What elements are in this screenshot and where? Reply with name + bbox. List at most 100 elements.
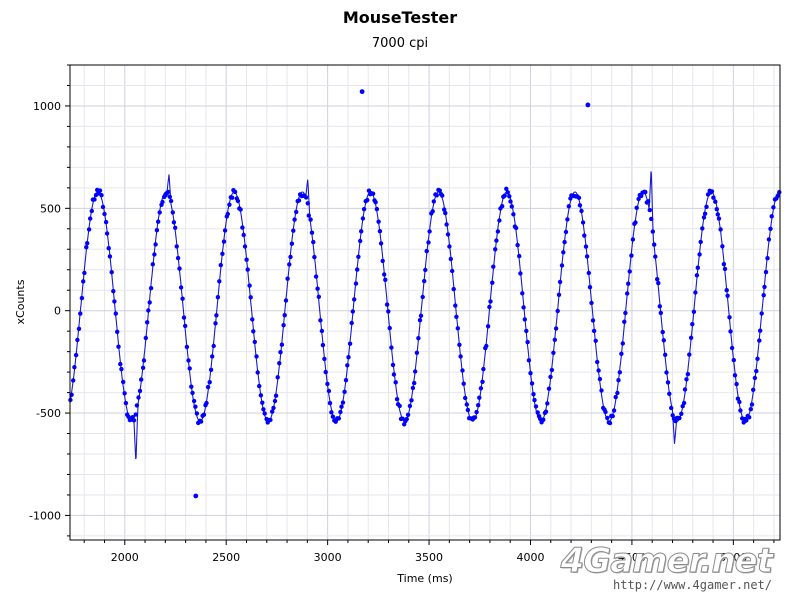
data-point bbox=[589, 300, 594, 306]
data-point bbox=[646, 199, 651, 204]
data-point bbox=[220, 251, 225, 256]
outlier-point bbox=[585, 102, 591, 108]
data-point bbox=[751, 387, 756, 392]
data-point bbox=[517, 253, 522, 259]
data-point bbox=[711, 195, 716, 200]
data-point bbox=[562, 239, 567, 245]
data-point bbox=[312, 254, 317, 260]
data-point bbox=[647, 207, 652, 213]
y-axis-title: xCounts bbox=[14, 279, 27, 324]
data-point bbox=[289, 241, 295, 246]
data-point bbox=[586, 270, 591, 276]
data-point bbox=[497, 218, 502, 223]
data-point bbox=[327, 400, 333, 406]
data-point bbox=[222, 228, 228, 233]
data-point bbox=[400, 416, 405, 421]
data-point bbox=[365, 197, 370, 203]
data-point bbox=[329, 410, 334, 415]
data-point bbox=[748, 407, 753, 412]
data-point bbox=[557, 279, 563, 285]
data-point bbox=[133, 412, 138, 417]
data-point bbox=[258, 393, 264, 398]
x-tick-label: 3000 bbox=[314, 551, 342, 564]
data-point bbox=[485, 324, 491, 329]
data-point bbox=[727, 315, 732, 320]
data-point bbox=[636, 196, 641, 202]
data-point bbox=[533, 404, 539, 409]
data-point bbox=[679, 411, 684, 416]
data-point bbox=[448, 256, 453, 262]
data-point bbox=[405, 412, 411, 417]
chart-title: MouseTester bbox=[342, 8, 458, 27]
data-point bbox=[762, 284, 767, 290]
data-point bbox=[154, 228, 160, 233]
data-point bbox=[714, 207, 719, 212]
data-point bbox=[81, 279, 86, 284]
data-point bbox=[107, 254, 113, 259]
data-point bbox=[355, 267, 360, 272]
data-point bbox=[252, 339, 257, 345]
data-point bbox=[260, 400, 265, 405]
data-point bbox=[511, 212, 516, 217]
data-point bbox=[520, 291, 525, 296]
data-point bbox=[619, 351, 624, 356]
data-point bbox=[194, 411, 200, 416]
data-point bbox=[720, 244, 725, 249]
x-tick-label: 2000 bbox=[111, 551, 139, 564]
data-point bbox=[146, 308, 151, 313]
data-point bbox=[134, 403, 140, 408]
data-point bbox=[272, 398, 278, 404]
data-point bbox=[525, 339, 530, 345]
data-point bbox=[605, 415, 610, 421]
data-point bbox=[311, 239, 316, 245]
data-point bbox=[177, 266, 182, 271]
data-point bbox=[583, 244, 589, 249]
data-point bbox=[373, 200, 378, 205]
data-point bbox=[695, 265, 700, 270]
data-point bbox=[437, 188, 442, 193]
data-point bbox=[454, 314, 459, 319]
data-point bbox=[658, 310, 663, 316]
data-point bbox=[214, 313, 219, 318]
data-point bbox=[389, 345, 394, 350]
data-point bbox=[650, 229, 655, 234]
data-point bbox=[758, 328, 763, 333]
data-point bbox=[607, 420, 613, 426]
data-point bbox=[189, 384, 194, 389]
data-point bbox=[319, 328, 325, 334]
data-point bbox=[771, 205, 776, 210]
data-point bbox=[150, 262, 155, 267]
data-point bbox=[82, 270, 87, 276]
data-point bbox=[765, 256, 770, 261]
data-point bbox=[97, 188, 103, 193]
data-point bbox=[157, 210, 162, 215]
data-point bbox=[508, 199, 513, 204]
data-point bbox=[353, 281, 359, 286]
data-point bbox=[576, 195, 582, 200]
data-point bbox=[270, 409, 275, 414]
data-point bbox=[670, 413, 675, 418]
data-point bbox=[190, 390, 195, 396]
data-point bbox=[702, 211, 708, 216]
data-point bbox=[763, 269, 769, 275]
data-point bbox=[445, 232, 451, 237]
data-point bbox=[545, 401, 550, 406]
outlier-point bbox=[193, 493, 199, 499]
data-point bbox=[207, 380, 212, 385]
data-point bbox=[561, 250, 566, 255]
y-tick-label: -1000 bbox=[29, 509, 61, 522]
data-point bbox=[543, 409, 549, 414]
data-point bbox=[175, 255, 181, 261]
data-point bbox=[616, 378, 621, 383]
data-point bbox=[208, 367, 214, 372]
data-point bbox=[447, 244, 452, 249]
data-point bbox=[504, 186, 509, 191]
data-point bbox=[694, 273, 700, 278]
data-point bbox=[122, 391, 127, 396]
y-tick-label: 1000 bbox=[33, 100, 61, 113]
y-tick-label: 500 bbox=[40, 202, 61, 215]
data-point bbox=[291, 228, 296, 233]
data-point bbox=[322, 356, 327, 362]
data-point bbox=[126, 414, 131, 419]
x-axis-title: Time (ms) bbox=[396, 572, 452, 585]
